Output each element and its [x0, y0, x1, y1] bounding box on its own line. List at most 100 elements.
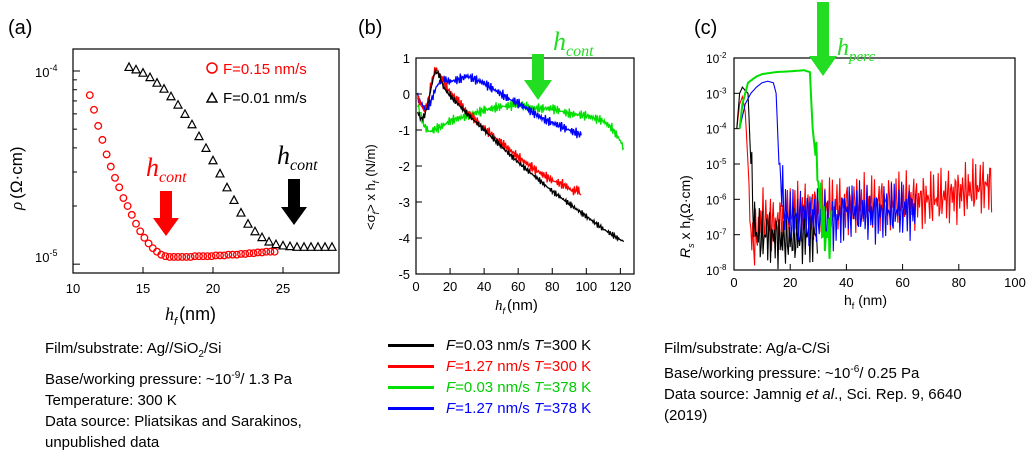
arrow-down-green-icon: [524, 54, 552, 100]
panel-c-ytick-label: 10-2: [706, 51, 727, 66]
panel-a-point-black: [292, 241, 302, 251]
legend-row: F=1.27 nm/s T=300 K: [388, 356, 591, 377]
panel-a-point-red: [169, 252, 178, 261]
panel-c-ytick-label: 10-6: [706, 192, 727, 207]
panel-a-point-red: [258, 248, 266, 257]
panel-a-xtick-label: 15: [136, 281, 150, 296]
panel-a-point-black: [215, 168, 225, 178]
panel-a-point-black: [138, 67, 148, 77]
arrow-down-black-icon: [281, 179, 307, 225]
panel-c-xlabel: hf (nm): [844, 292, 887, 311]
legend-item-f001: F=0.01 nm/s: [223, 90, 307, 107]
panel-a-label: (a): [8, 17, 32, 39]
panel-b-xtick-label: 0: [412, 279, 419, 294]
panel-a-point-black: [222, 182, 232, 192]
panel-a-point-black: [131, 64, 141, 74]
arrow-down-red-icon: [153, 191, 179, 236]
annotation-hcont-green: hcont: [553, 27, 594, 60]
panel-a-point-red: [127, 210, 136, 219]
panel-a-point-black: [229, 194, 239, 205]
annotation-hperc-green: hperc: [837, 35, 875, 65]
panel-b-series-line: [417, 67, 582, 196]
panel-b-ytick-label: -1: [398, 123, 410, 138]
panel-b-xtick-label: 80: [545, 279, 559, 294]
legend-swatch: [388, 365, 434, 368]
panel-c-ytick-label: 10-5: [706, 157, 727, 172]
panel-c-ytick-label: 10-7: [706, 228, 727, 243]
panel-c-series-line: [738, 69, 833, 259]
panel-a: 10-4 10-5 10 15 20 25 ρ(Ω·cm) hf (nm) F=0.15…: [7, 48, 340, 328]
caption-a-line-5: unpublished data: [45, 434, 160, 451]
panel-b: 0 20 40 60 80 100 120 1 0 -1 -2 -3 -4 -5 <σf> x hf(N/…: [363, 27, 635, 316]
panel-a-point-black: [166, 90, 176, 101]
legend-item-f015: F=0.15 nm/s: [223, 61, 307, 78]
panel-a-point-red: [245, 249, 254, 258]
panel-a-point-red: [144, 239, 153, 248]
panel-a-point-black: [299, 241, 309, 251]
panel-a-point-black: [194, 130, 204, 141]
panel-a-point-black: [278, 240, 288, 250]
panel-c-xtick-label: 0: [730, 275, 737, 290]
panel-b-series-line: [417, 69, 625, 243]
panel-a-point-red: [203, 252, 212, 261]
panel-b-ytick-label: -4: [398, 231, 410, 246]
panel-b-ytick-label: -5: [398, 267, 410, 282]
panel-a-point-black: [306, 241, 316, 251]
panel-a-point-red: [182, 252, 191, 261]
caption-c-line-2: Base/working pressure: ~10-6/ 0.25 Pa: [664, 364, 920, 382]
panel-b-ytick-label: 0: [403, 87, 410, 102]
legend-swatch: [388, 344, 434, 347]
legend-row: F=1.27 nm/s T=378 K: [388, 398, 591, 419]
panel-c-ylabel: Rs x hf(Ω·cm): [677, 175, 696, 258]
legend-marker-triangle: [205, 91, 219, 103]
panel-a-point-red: [266, 247, 275, 256]
legend-swatch: [388, 386, 434, 389]
panel-a-point-red: [249, 249, 258, 258]
panel-b-legend: F=0.03 nm/s T=300 K F=1.27 nm/s T=300 K …: [388, 335, 591, 419]
panel-a-point-black: [320, 241, 330, 251]
panel-b-ytick-label: -3: [398, 195, 410, 210]
annotation-hcont-red: hcont: [146, 153, 187, 186]
panel-a-point-black: [236, 207, 246, 217]
panel-a-point-black: [257, 231, 267, 242]
legend-text: F=0.03 nm/s T=300 K: [446, 337, 592, 354]
panel-a-point-black: [327, 241, 337, 251]
panel-b-ylabel: <σf> x hf(N/m): [363, 144, 381, 230]
panel-c-ytick-label: 10-3: [706, 86, 727, 101]
caption-a-line-2: Base/working pressure: ~10-9/ 1.3 Pa: [45, 370, 292, 388]
panel-a-point-black: [313, 241, 323, 251]
annotation-hcont-black: hcont: [277, 141, 318, 174]
panel-a-point-red: [90, 105, 98, 114]
panel-b-series-line: [417, 101, 625, 151]
caption-a-line-3: Temperature: 300 K: [45, 392, 177, 409]
panel-c-xtick-label: 20: [783, 275, 797, 290]
panel-a-point-black: [243, 218, 253, 228]
panel-a-point-red: [165, 252, 174, 261]
panel-c-series-line: [739, 80, 917, 252]
panel-a-point-red: [241, 249, 250, 258]
legend-text: F=1.27 nm/s T=378 K: [446, 400, 592, 417]
panel-c-ytick-label: 10-8: [706, 263, 727, 278]
panel-c-ytick-label: 10-4: [706, 122, 727, 137]
caption-a-line-1: Film/substrate: Ag//SiO2/Si: [45, 340, 222, 360]
panel-a-point-black: [250, 226, 260, 236]
panel-a-point-red: [211, 251, 220, 260]
panel-c-xtick-label: 40: [839, 275, 853, 290]
panel-a-point-red: [140, 233, 149, 242]
caption-c-line-3: Data source: Jamnig et al., Sci. Rep. 9,…: [664, 386, 962, 403]
panel-c-series-line: [736, 94, 993, 266]
panel-a-point-red: [85, 91, 94, 100]
panel-a-point-red: [207, 252, 216, 261]
panel-c-series-line: [736, 86, 818, 270]
panel-a-point-black: [145, 71, 155, 82]
panel-a-point-red: [270, 247, 279, 256]
legend-text: F=1.27 nm/s T=300 K: [446, 358, 592, 375]
panel-a-point-red: [224, 250, 233, 259]
panel-a-point-red: [186, 252, 195, 261]
panel-a-ytick-top: 10-4: [35, 63, 57, 80]
panel-a-point-black: [285, 240, 295, 251]
panel-a-point-red: [161, 252, 170, 261]
panel-a-point-black: [124, 61, 134, 72]
panel-c-xtick-label: 80: [952, 275, 966, 290]
panel-a-xtick-label: 25: [276, 281, 290, 296]
